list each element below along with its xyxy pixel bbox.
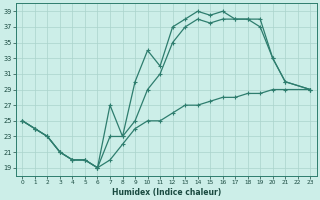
X-axis label: Humidex (Indice chaleur): Humidex (Indice chaleur) (112, 188, 221, 197)
